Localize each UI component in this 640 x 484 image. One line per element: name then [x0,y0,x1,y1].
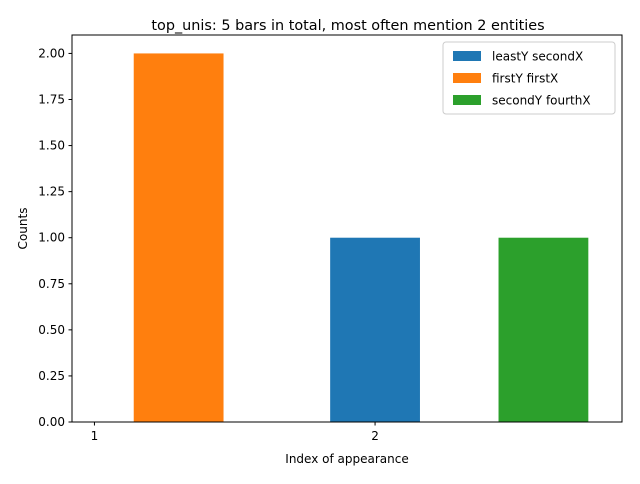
x-axis-label: Index of appearance [285,452,408,466]
chart-title: top_unis: 5 bars in total, most often me… [151,18,544,34]
y-tick-label: 0.75 [38,277,65,291]
y-axis-label: Counts [16,208,30,250]
y-tick-label: 1.50 [38,139,65,153]
bar-3 [498,237,589,422]
legend-swatch [453,73,481,83]
x-tick-label: 2 [371,429,379,443]
legend-swatch [453,95,481,105]
legend-items: leastY secondX firstY firstX secondY fourt… [453,50,591,108]
y-tick-label: 2.00 [38,46,65,60]
bar-2 [133,53,224,423]
bar-1 [330,237,420,422]
y-tick-label: 0.00 [38,415,65,429]
y-axis: 0.00 0.25 0.50 0.75 1.00 1.25 1.50 1.75 2.00 [38,46,72,429]
legend-label: leastY secondX [492,50,583,64]
y-tick-label: 1.75 [38,93,65,107]
y-tick-label: 1.25 [38,185,65,199]
legend-label: firstY firstX [492,72,558,86]
plot-frame [71,34,623,423]
x-tick-label: 1 [91,429,99,443]
bars-layer [133,53,589,423]
y-tick-label: 0.50 [38,323,65,337]
legend-label: secondY fourthX [492,94,591,108]
y-tick-label: 0.25 [38,369,65,383]
legend: leastY secondX firstY firstX secondY fourt… [442,41,616,115]
y-tick-label: 1.00 [38,231,65,245]
legend-frame [442,41,616,115]
legend-swatch [453,51,481,61]
